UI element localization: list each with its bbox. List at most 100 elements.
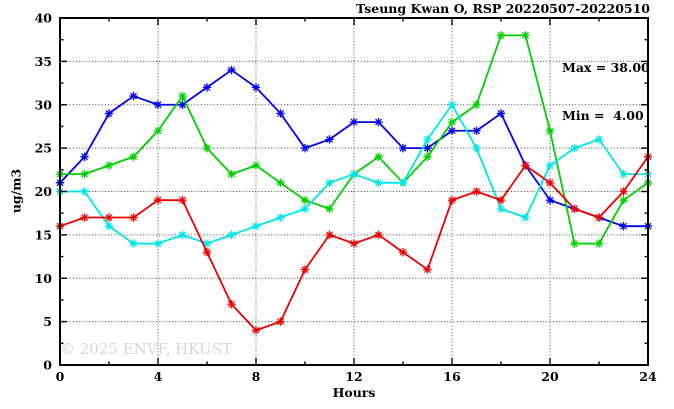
x-tick-label: 8: [252, 369, 261, 384]
data-point-marker: [251, 222, 261, 231]
data-point-marker: [202, 248, 212, 257]
data-point-marker: [202, 143, 212, 153]
data-point-marker: [349, 239, 359, 248]
y-tick-label: 0: [43, 358, 52, 373]
data-point-marker: [153, 195, 163, 205]
data-point-marker: [178, 195, 187, 205]
data-point-marker: [178, 91, 187, 101]
data-point-marker: [104, 109, 114, 118]
data-point-marker: [619, 222, 628, 231]
x-tick-label: 16: [443, 369, 461, 384]
y-axis-label: ug/m3: [8, 168, 24, 214]
data-point-marker: [153, 239, 163, 248]
data-point-marker: [104, 213, 114, 222]
data-point-marker: [80, 213, 89, 222]
x-tick-label: 12: [345, 369, 362, 384]
data-point-marker: [447, 195, 457, 205]
data-point-marker: [472, 126, 481, 135]
watermark: © 2025 ENVF, HKUST: [60, 340, 232, 358]
x-tick-label: 0: [56, 369, 65, 384]
data-point-marker: [472, 143, 481, 153]
data-point-marker: [423, 135, 432, 144]
data-point-marker: [570, 204, 579, 214]
data-point-marker: [423, 265, 432, 274]
data-point-marker: [227, 230, 236, 240]
data-point-marker: [129, 239, 138, 248]
data-point-marker: [349, 117, 359, 127]
data-point-marker: [594, 213, 604, 222]
x-tick-label: 4: [154, 369, 163, 384]
data-point-marker: [129, 213, 138, 222]
data-point-marker: [619, 187, 628, 196]
data-point-marker: [521, 161, 530, 170]
data-point-marker: [374, 230, 383, 240]
y-tick-label: 10: [35, 271, 53, 286]
data-point-marker: [276, 109, 285, 118]
data-point-marker: [325, 204, 334, 214]
data-point-marker: [80, 152, 89, 161]
data-point-marker: [153, 126, 163, 135]
data-point-marker: [251, 161, 261, 170]
data-point-marker: [129, 152, 138, 161]
data-point-marker: [619, 169, 628, 179]
x-tick-label: 20: [541, 369, 559, 384]
data-point-marker: [325, 135, 334, 144]
tick-labels: 0 4 8 12 16 20 24 0 5 10 15 20 25 30 35 40: [35, 11, 657, 385]
data-point-marker: [545, 161, 555, 170]
data-point-marker: [325, 230, 334, 240]
gridlines: [60, 18, 648, 365]
data-point-marker: [104, 222, 114, 231]
data-point-marker: [349, 169, 359, 179]
y-tick-label: 20: [35, 184, 53, 199]
data-point-marker: [423, 152, 432, 161]
data-point-marker: [496, 31, 506, 40]
y-tick-label: 15: [35, 227, 52, 242]
data-point-marker: [374, 178, 383, 188]
y-tick-label: 25: [35, 141, 52, 156]
data-point-marker: [545, 195, 555, 205]
y-tick-label: 30: [35, 97, 53, 112]
data-point-marker: [300, 143, 310, 153]
data-point-marker: [545, 178, 555, 188]
data-point-marker: [570, 143, 579, 153]
data-point-marker: [80, 169, 89, 179]
data-point-marker: [276, 213, 285, 222]
x-tick-label: 24: [639, 369, 657, 384]
data-point-marker: [104, 161, 114, 170]
data-point-marker: [472, 187, 481, 196]
data-point-marker: [447, 117, 457, 127]
data-point-marker: [374, 152, 383, 161]
series-cyan-markers: [55, 100, 653, 248]
data-point-marker: [447, 126, 457, 135]
max-min-legend: Max = 38.00 Min = 4.00: [562, 28, 650, 156]
axis-ticks: [59, 17, 649, 366]
data-point-marker: [202, 83, 212, 92]
data-point-marker: [619, 195, 628, 205]
data-point-marker: [178, 230, 187, 240]
data-point-marker: [496, 204, 506, 214]
data-point-marker: [594, 239, 604, 248]
data-point-marker: [80, 187, 89, 196]
y-tick-label: 5: [43, 314, 52, 329]
data-point-marker: [374, 117, 383, 127]
data-point-marker: [398, 178, 408, 188]
data-point-marker: [178, 100, 187, 109]
data-point-marker: [300, 265, 310, 274]
data-point-marker: [227, 169, 236, 179]
data-point-marker: [276, 178, 285, 188]
data-point-marker: [300, 204, 310, 214]
data-point-marker: [570, 239, 579, 248]
data-point-marker: [447, 100, 457, 109]
data-point-marker: [496, 195, 506, 205]
data-point-marker: [276, 317, 285, 326]
data-point-marker: [496, 109, 506, 118]
data-point-marker: [521, 31, 530, 40]
data-point-marker: [423, 143, 432, 153]
data-point-marker: [545, 126, 555, 135]
data-point-marker: [325, 178, 334, 188]
legend-max-value: Max = 38.00: [562, 60, 650, 75]
legend-min-value: Min = 4.00: [562, 108, 644, 123]
data-point-marker: [129, 91, 138, 101]
data-point-marker: [227, 65, 236, 75]
